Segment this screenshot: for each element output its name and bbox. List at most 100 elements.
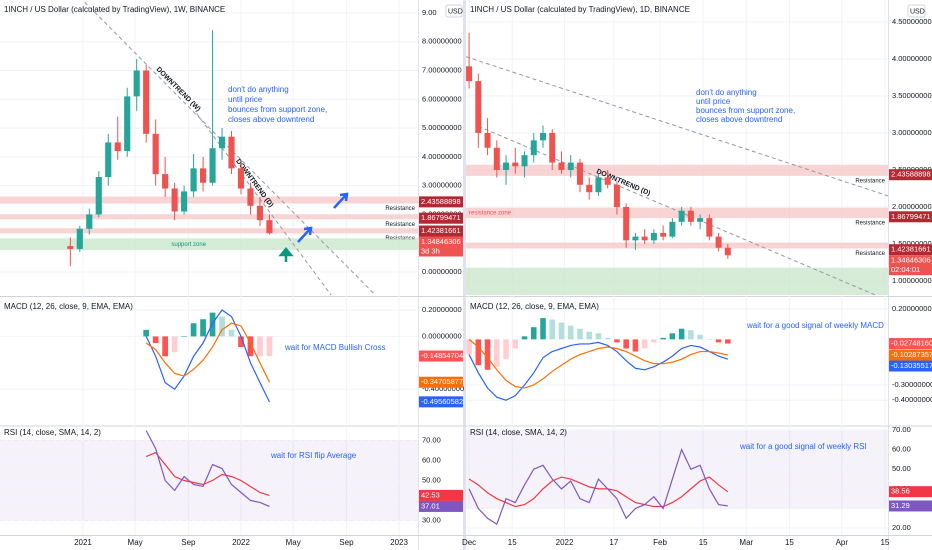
currency[interactable]: USD bbox=[448, 8, 463, 15]
zone-label: Resistance bbox=[855, 221, 885, 227]
indicator-line bbox=[145, 451, 270, 496]
candle-body bbox=[86, 214, 93, 229]
histogram-bar bbox=[567, 325, 574, 340]
price-label: 42.53 bbox=[421, 490, 440, 499]
candle-body bbox=[687, 210, 694, 222]
histogram-bar bbox=[604, 337, 611, 340]
histogram-bar bbox=[143, 329, 150, 337]
candle-body bbox=[228, 136, 235, 169]
histogram-bar bbox=[521, 336, 528, 340]
y-tick-label: 60.00 bbox=[892, 445, 911, 454]
x-tick-label: 15 bbox=[699, 538, 708, 547]
zone-label: Resistance bbox=[855, 178, 885, 184]
candle-body bbox=[650, 232, 657, 241]
currency[interactable]: USD bbox=[910, 8, 925, 15]
price-label: -0.14854704 bbox=[421, 351, 463, 360]
y-tick-label: 3.00000000 bbox=[422, 181, 462, 190]
zone bbox=[0, 196, 418, 204]
arrow bbox=[278, 247, 294, 262]
price-label: 1.42381661 bbox=[891, 245, 931, 254]
candle-body bbox=[484, 132, 491, 148]
x-tick-label: 17 bbox=[609, 538, 618, 547]
y-tick-label: 70.00 bbox=[422, 436, 441, 445]
annotation: don't do anything bbox=[228, 85, 289, 94]
price-label-box bbox=[419, 396, 463, 408]
pane bbox=[468, 447, 729, 526]
histogram-bar bbox=[162, 336, 168, 357]
price-label-box bbox=[889, 486, 932, 498]
histogram-bar bbox=[228, 329, 235, 337]
histogram-bar bbox=[641, 339, 648, 349]
histogram-bar bbox=[660, 337, 666, 340]
x-tick-label: Feb bbox=[653, 538, 667, 547]
y-tick-label: 7.00000000 bbox=[422, 65, 462, 74]
candle-body bbox=[706, 218, 713, 237]
histogram-bar bbox=[632, 339, 639, 352]
annotation: wait for a good signal of weekly MACD bbox=[746, 321, 884, 330]
zone bbox=[466, 242, 888, 249]
candle-body bbox=[466, 66, 473, 82]
trendline bbox=[478, 125, 876, 295]
zone-label: resistance zone bbox=[469, 210, 512, 216]
y-tick-label: 4.00000000 bbox=[422, 152, 462, 161]
candle-body bbox=[549, 132, 556, 163]
candle-body bbox=[95, 176, 102, 215]
price-label-box bbox=[889, 255, 932, 276]
candle-body bbox=[521, 155, 528, 167]
zone-label: Resistance bbox=[385, 206, 415, 212]
x-tick-label: Mar bbox=[739, 538, 753, 547]
price-label-box bbox=[889, 211, 932, 223]
annotation: until price bbox=[696, 97, 731, 106]
candle-body bbox=[540, 132, 547, 141]
currency-box[interactable] bbox=[445, 4, 463, 18]
histogram-bar bbox=[512, 339, 519, 349]
histogram-bar bbox=[466, 339, 472, 355]
price-label: 31.29 bbox=[891, 501, 910, 510]
y-tick-label: 20.00 bbox=[892, 523, 911, 532]
histogram-bar bbox=[549, 319, 556, 340]
histogram-bar bbox=[595, 333, 602, 340]
candle-body bbox=[632, 236, 639, 241]
y-tick-label: 1.50000000 bbox=[892, 239, 932, 248]
candle-body bbox=[67, 246, 74, 249]
histogram-bar bbox=[257, 336, 263, 357]
price-label-box bbox=[419, 236, 463, 257]
x-tick-label: 15 bbox=[508, 538, 517, 547]
y-tick-label: 50.00 bbox=[422, 475, 441, 484]
histogram-bar bbox=[247, 336, 254, 357]
y-tick-label: 30.00 bbox=[422, 515, 441, 524]
y-tick-label: 0.00000000 bbox=[422, 267, 462, 276]
histogram-bar bbox=[678, 328, 685, 340]
candle-body bbox=[152, 133, 159, 175]
histogram-bar bbox=[190, 323, 197, 337]
y-tick-label: -0.40000000 bbox=[892, 395, 932, 404]
y-tick-label: 50.00 bbox=[892, 464, 911, 473]
price-label-box bbox=[419, 500, 463, 512]
price-label: 38.56 bbox=[891, 487, 910, 496]
x-tick-label: Apr bbox=[836, 538, 849, 547]
y-tick-label: 5.00000000 bbox=[422, 123, 462, 132]
candle-body bbox=[199, 168, 207, 183]
candle-body bbox=[181, 191, 188, 212]
candle-body bbox=[623, 207, 630, 241]
price-label: 37.01 bbox=[421, 501, 440, 510]
histogram-bar bbox=[484, 339, 491, 370]
currency-box[interactable] bbox=[907, 4, 926, 18]
countdown: 02:04:01 bbox=[891, 265, 920, 274]
price-label-box bbox=[419, 350, 463, 362]
candle-body bbox=[218, 136, 226, 149]
zone bbox=[0, 238, 418, 251]
y-tick-label: -0.40000000 bbox=[422, 384, 464, 393]
arrow bbox=[333, 192, 349, 209]
candle-body bbox=[595, 177, 602, 193]
candle-body bbox=[678, 210, 685, 222]
candle-body bbox=[105, 142, 112, 177]
candle-body bbox=[613, 184, 620, 208]
x-tick-label: 2022 bbox=[556, 538, 574, 547]
candle-body bbox=[247, 188, 254, 206]
price-label: 1.42381661 bbox=[421, 226, 461, 235]
price-label-box bbox=[419, 489, 463, 501]
y-tick-label: 1.00000000 bbox=[892, 276, 932, 285]
x-tick-label: Sep bbox=[181, 538, 196, 547]
